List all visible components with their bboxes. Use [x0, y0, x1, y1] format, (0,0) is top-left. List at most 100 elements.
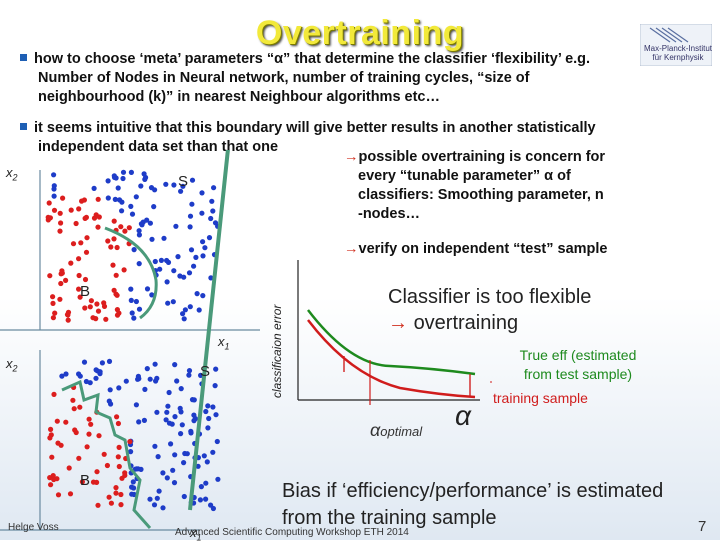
- background-event: [114, 312, 121, 318]
- signal-event: [166, 389, 172, 396]
- signal-event: [133, 194, 139, 200]
- background-event: [50, 473, 56, 479]
- signal-event: [164, 475, 170, 481]
- background-event: [48, 426, 54, 432]
- background-event: [126, 225, 132, 231]
- signal-event: [152, 361, 158, 367]
- institute-logo: [640, 24, 712, 66]
- signal-event: [152, 443, 158, 449]
- bullet-marker-icon: [20, 54, 27, 61]
- signal-event: [200, 239, 206, 245]
- signal-event: [202, 245, 208, 251]
- signal-event: [214, 438, 220, 445]
- signal-event: [187, 224, 193, 230]
- background-event: [118, 224, 124, 230]
- overtraining-note: →possible overtraining is concern for ev…: [344, 148, 704, 224]
- signal-event: [154, 375, 160, 381]
- background-event: [51, 207, 58, 213]
- signal-event: [181, 316, 187, 322]
- bullet-2: it seems intuitive that this boundary wi…: [20, 119, 680, 157]
- background-event: [49, 454, 55, 460]
- background-event: [58, 220, 64, 226]
- signal-event: [141, 417, 147, 423]
- background-event: [114, 414, 120, 420]
- signal-event: [206, 235, 213, 241]
- background-event: [86, 416, 92, 422]
- signal-event: [87, 380, 93, 386]
- background-event: [76, 206, 82, 212]
- background-event: [111, 218, 117, 224]
- signal-event: [129, 310, 135, 316]
- signal-event: [51, 172, 57, 178]
- signal-event: [209, 198, 215, 204]
- signal-event: [93, 367, 99, 373]
- signal-event: [128, 449, 134, 455]
- signal-event: [115, 185, 121, 191]
- background-event: [84, 444, 90, 450]
- signal-event: [112, 196, 118, 202]
- signal-event: [160, 505, 166, 511]
- background-event: [122, 228, 128, 234]
- background-event: [73, 220, 79, 227]
- signal-event: [201, 453, 207, 459]
- signal-event: [144, 366, 150, 372]
- bullet-2-line-1: it seems intuitive that this boundary wi…: [34, 120, 596, 136]
- signal-event: [172, 414, 178, 420]
- signal-event: [197, 497, 203, 503]
- background-event: [54, 418, 60, 424]
- background-event: [103, 316, 109, 322]
- signal-event: [199, 210, 205, 216]
- background-event: [68, 260, 74, 266]
- background-event: [82, 305, 88, 311]
- signal-event: [59, 373, 65, 379]
- signal-event: [152, 258, 158, 265]
- signal-event: [212, 220, 219, 226]
- background-event: [47, 435, 53, 441]
- background-event: [101, 451, 107, 457]
- signal-event: [191, 397, 197, 403]
- background-event: [105, 238, 111, 244]
- signal-event: [213, 366, 219, 372]
- signal-event: [195, 463, 201, 469]
- x1-label-top: x1: [218, 334, 230, 352]
- background-event: [58, 280, 64, 287]
- background-event: [88, 421, 94, 427]
- background-event: [55, 492, 62, 498]
- background-event: [87, 304, 93, 310]
- background-event: [68, 207, 74, 213]
- background-event: [78, 240, 84, 246]
- signal-event: [172, 362, 178, 368]
- signal-event: [123, 378, 129, 384]
- note-1-line-1: possible overtraining is concern for: [358, 149, 606, 165]
- signal-event: [210, 449, 216, 455]
- flexible-note: Classifier is too flexible → overtrainin…: [388, 284, 688, 336]
- signal-label-bottom: S: [200, 363, 211, 380]
- background-event: [58, 442, 64, 448]
- signal-event: [97, 371, 103, 377]
- signal-event: [198, 372, 204, 378]
- signal-event: [187, 304, 193, 310]
- signal-event: [188, 430, 194, 436]
- background-event: [108, 244, 114, 250]
- signal-event: [180, 311, 186, 317]
- error-curve-plot: [297, 260, 492, 405]
- page-number: 7: [698, 518, 707, 535]
- signal-event: [144, 217, 150, 223]
- background-event: [111, 236, 117, 242]
- background-event: [77, 404, 83, 410]
- signal-event: [128, 169, 134, 175]
- background-event: [90, 479, 97, 485]
- signal-event: [173, 223, 179, 229]
- green-arrow-line: [188, 150, 230, 511]
- signal-event: [205, 425, 211, 431]
- signal-event: [133, 298, 139, 305]
- background-event: [95, 308, 102, 314]
- x2-label-bottom: x2: [6, 356, 18, 374]
- background-event: [106, 494, 112, 500]
- signal-event: [170, 299, 176, 305]
- bullet-2-line-2: independent data set than that one: [38, 139, 279, 155]
- signal-event: [210, 505, 216, 512]
- background-event: [86, 431, 92, 437]
- background-event: [70, 397, 76, 403]
- signal-event: [76, 371, 82, 377]
